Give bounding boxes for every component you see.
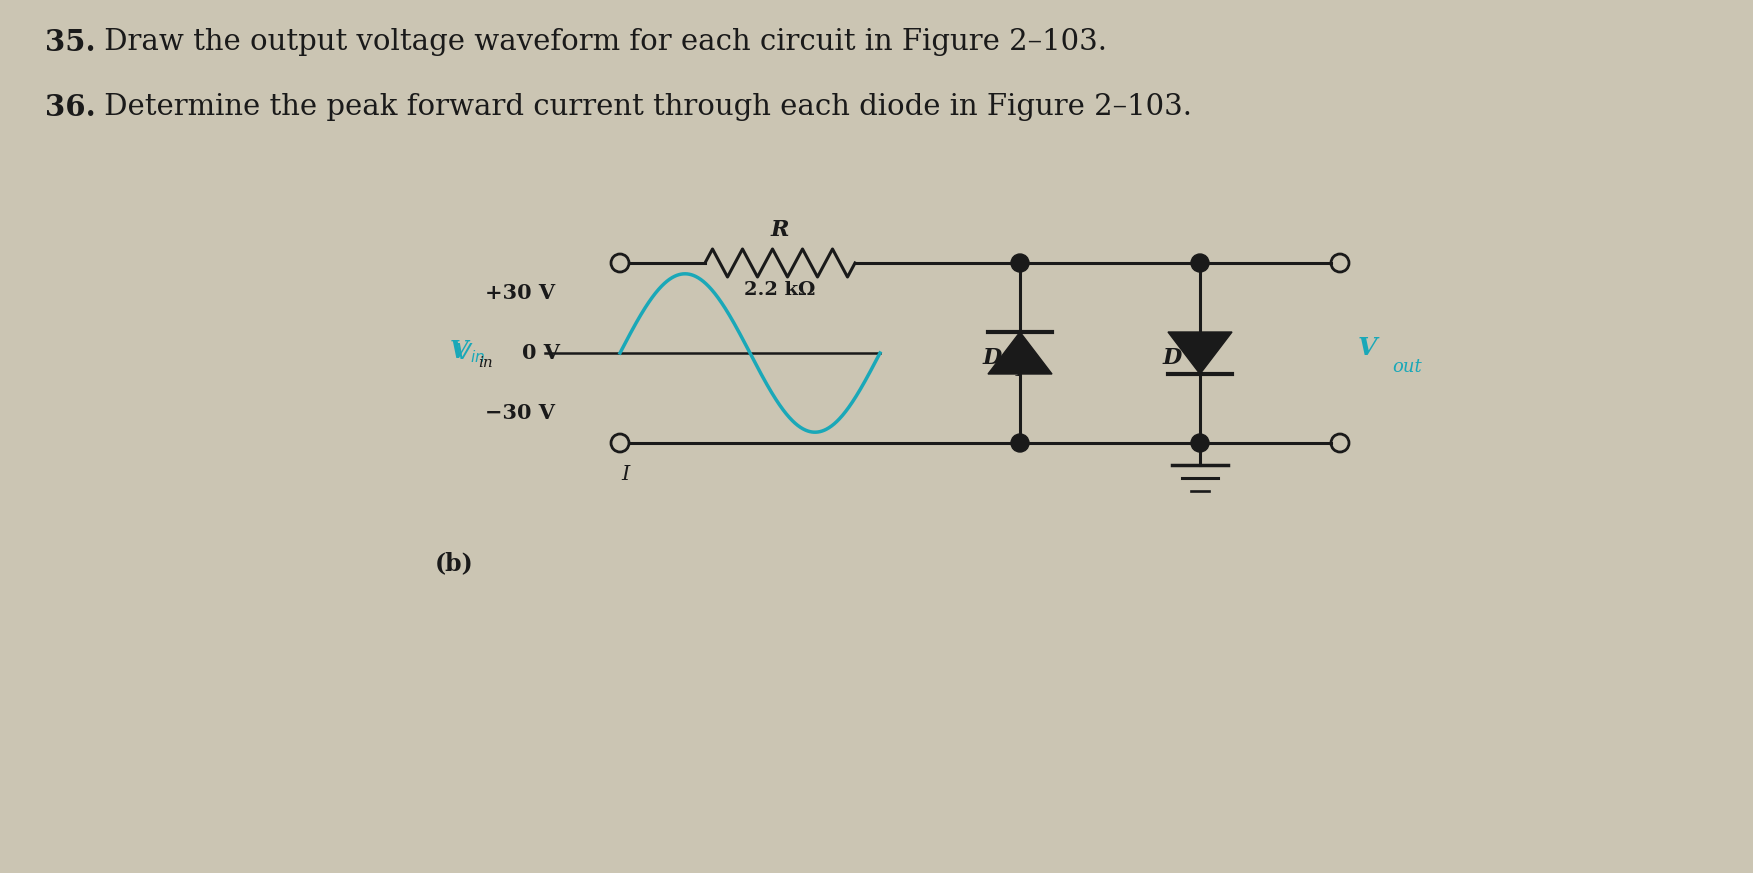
Text: R: R <box>771 219 789 241</box>
Text: in: in <box>479 356 493 370</box>
Text: 1: 1 <box>1013 362 1024 380</box>
Text: 35.: 35. <box>46 28 96 57</box>
Text: out: out <box>1392 358 1422 376</box>
Text: V: V <box>1359 336 1378 360</box>
Text: (b): (b) <box>435 551 473 575</box>
Text: Determine the peak forward current through each diode in Figure 2–103.: Determine the peak forward current throu… <box>95 93 1192 121</box>
Text: $V_{in}$: $V_{in}$ <box>456 341 486 365</box>
Text: D: D <box>983 347 1003 369</box>
Text: +30 V: +30 V <box>486 283 556 303</box>
Text: I: I <box>621 465 629 484</box>
Text: 2: 2 <box>1194 362 1204 380</box>
Text: −30 V: −30 V <box>486 403 556 423</box>
Polygon shape <box>1167 332 1232 374</box>
Text: Draw the output voltage waveform for each circuit in Figure 2–103.: Draw the output voltage waveform for eac… <box>95 28 1106 56</box>
Circle shape <box>1011 254 1029 272</box>
Text: 0 V: 0 V <box>522 343 559 363</box>
Polygon shape <box>989 332 1052 374</box>
Circle shape <box>1190 254 1210 272</box>
Circle shape <box>1011 434 1029 452</box>
Text: 36.: 36. <box>46 93 96 122</box>
Text: 2.2 kΩ: 2.2 kΩ <box>745 281 815 299</box>
Text: V: V <box>451 339 468 363</box>
Circle shape <box>1190 434 1210 452</box>
Text: D: D <box>1162 347 1182 369</box>
